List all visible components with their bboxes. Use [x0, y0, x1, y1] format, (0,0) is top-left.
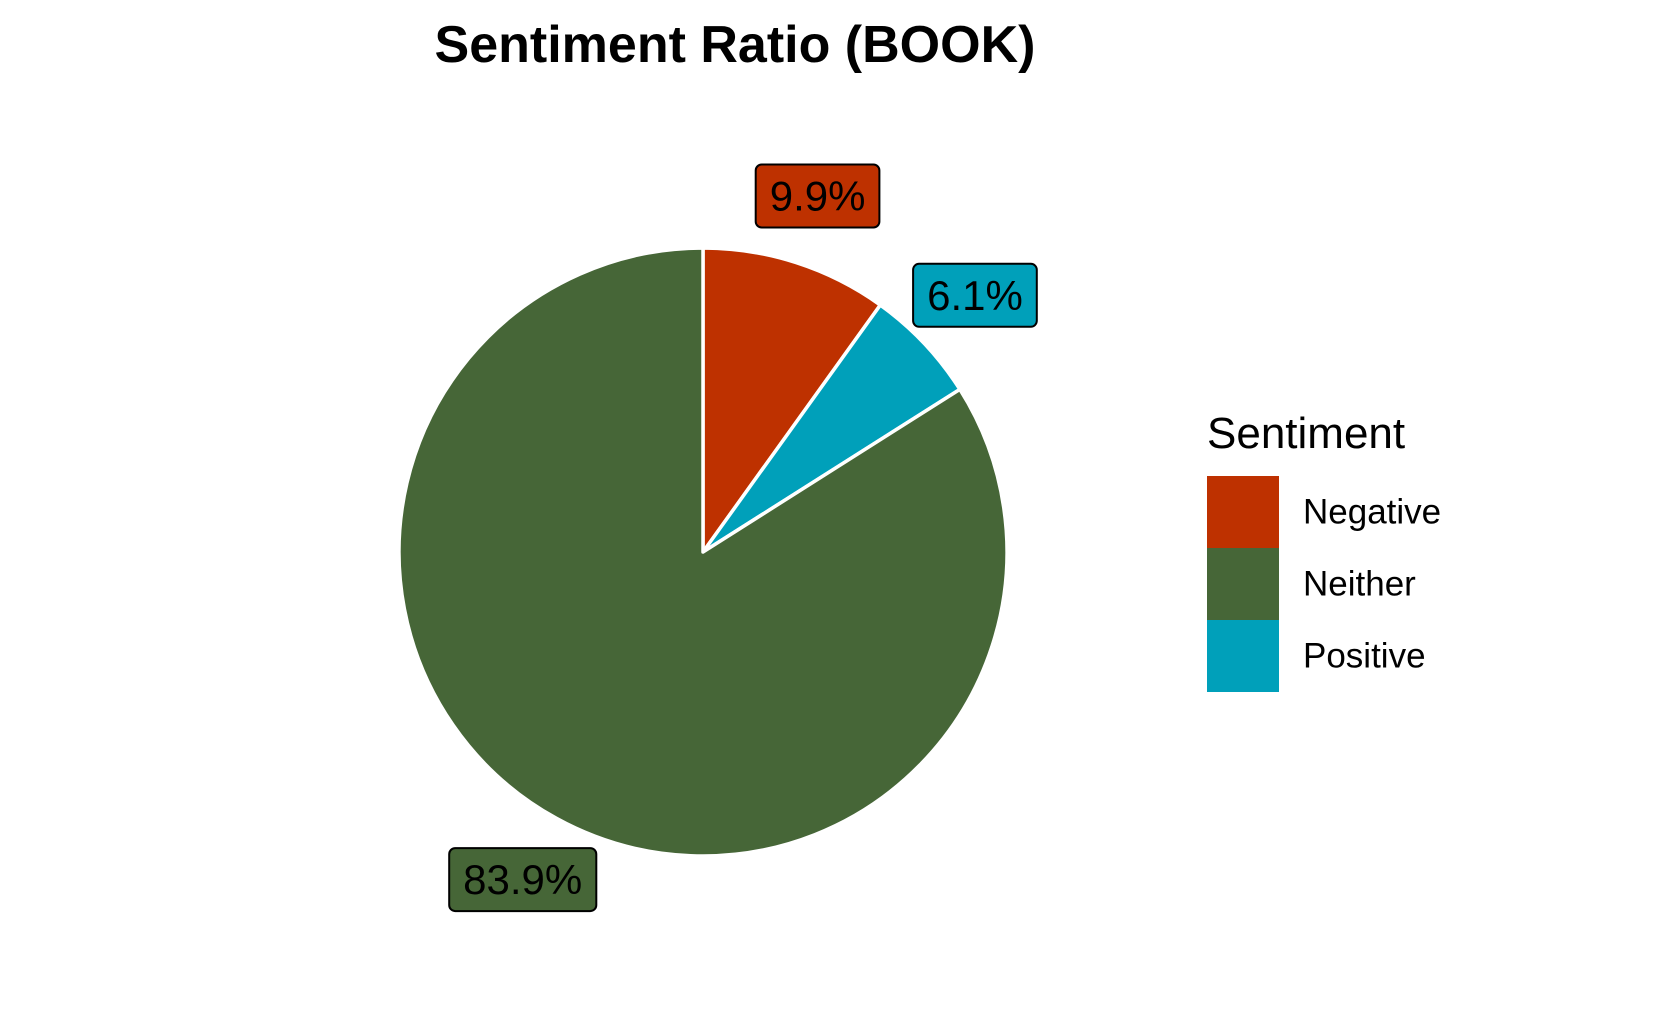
- pie-slice-positive: [701, 303, 962, 554]
- data-label-negative: 9.9%: [754, 163, 881, 229]
- data-label-text: 9.9%: [770, 173, 866, 220]
- legend-swatch-positive: [1207, 620, 1279, 692]
- data-label-box: [448, 847, 598, 913]
- legend-label-neither: Neither: [1303, 565, 1416, 604]
- pie-slice-neither: [397, 246, 1009, 858]
- data-label-neither: 83.9%: [448, 847, 598, 913]
- data-label-text: 6.1%: [927, 272, 1023, 319]
- pie-slice-negative: [701, 246, 883, 554]
- data-label-text: 83.9%: [463, 856, 582, 903]
- legend-swatch-negative: [1207, 476, 1279, 548]
- legend-title: Sentiment: [1207, 409, 1405, 458]
- legend-label-negative: Negative: [1303, 493, 1441, 532]
- data-label-box: [912, 262, 1038, 328]
- data-label-box: [754, 163, 881, 229]
- pie-data-labels: 9.9% 6.1% 83.9%: [448, 163, 1038, 913]
- legend-swatch-neither: [1207, 548, 1279, 620]
- legend: Sentiment Negative Neither Positive: [1207, 409, 1441, 692]
- chart-title: Sentiment Ratio (BOOK): [435, 16, 1036, 74]
- data-label-positive: 6.1%: [912, 262, 1038, 328]
- legend-label-positive: Positive: [1303, 637, 1426, 676]
- pie-slices: [397, 246, 1009, 858]
